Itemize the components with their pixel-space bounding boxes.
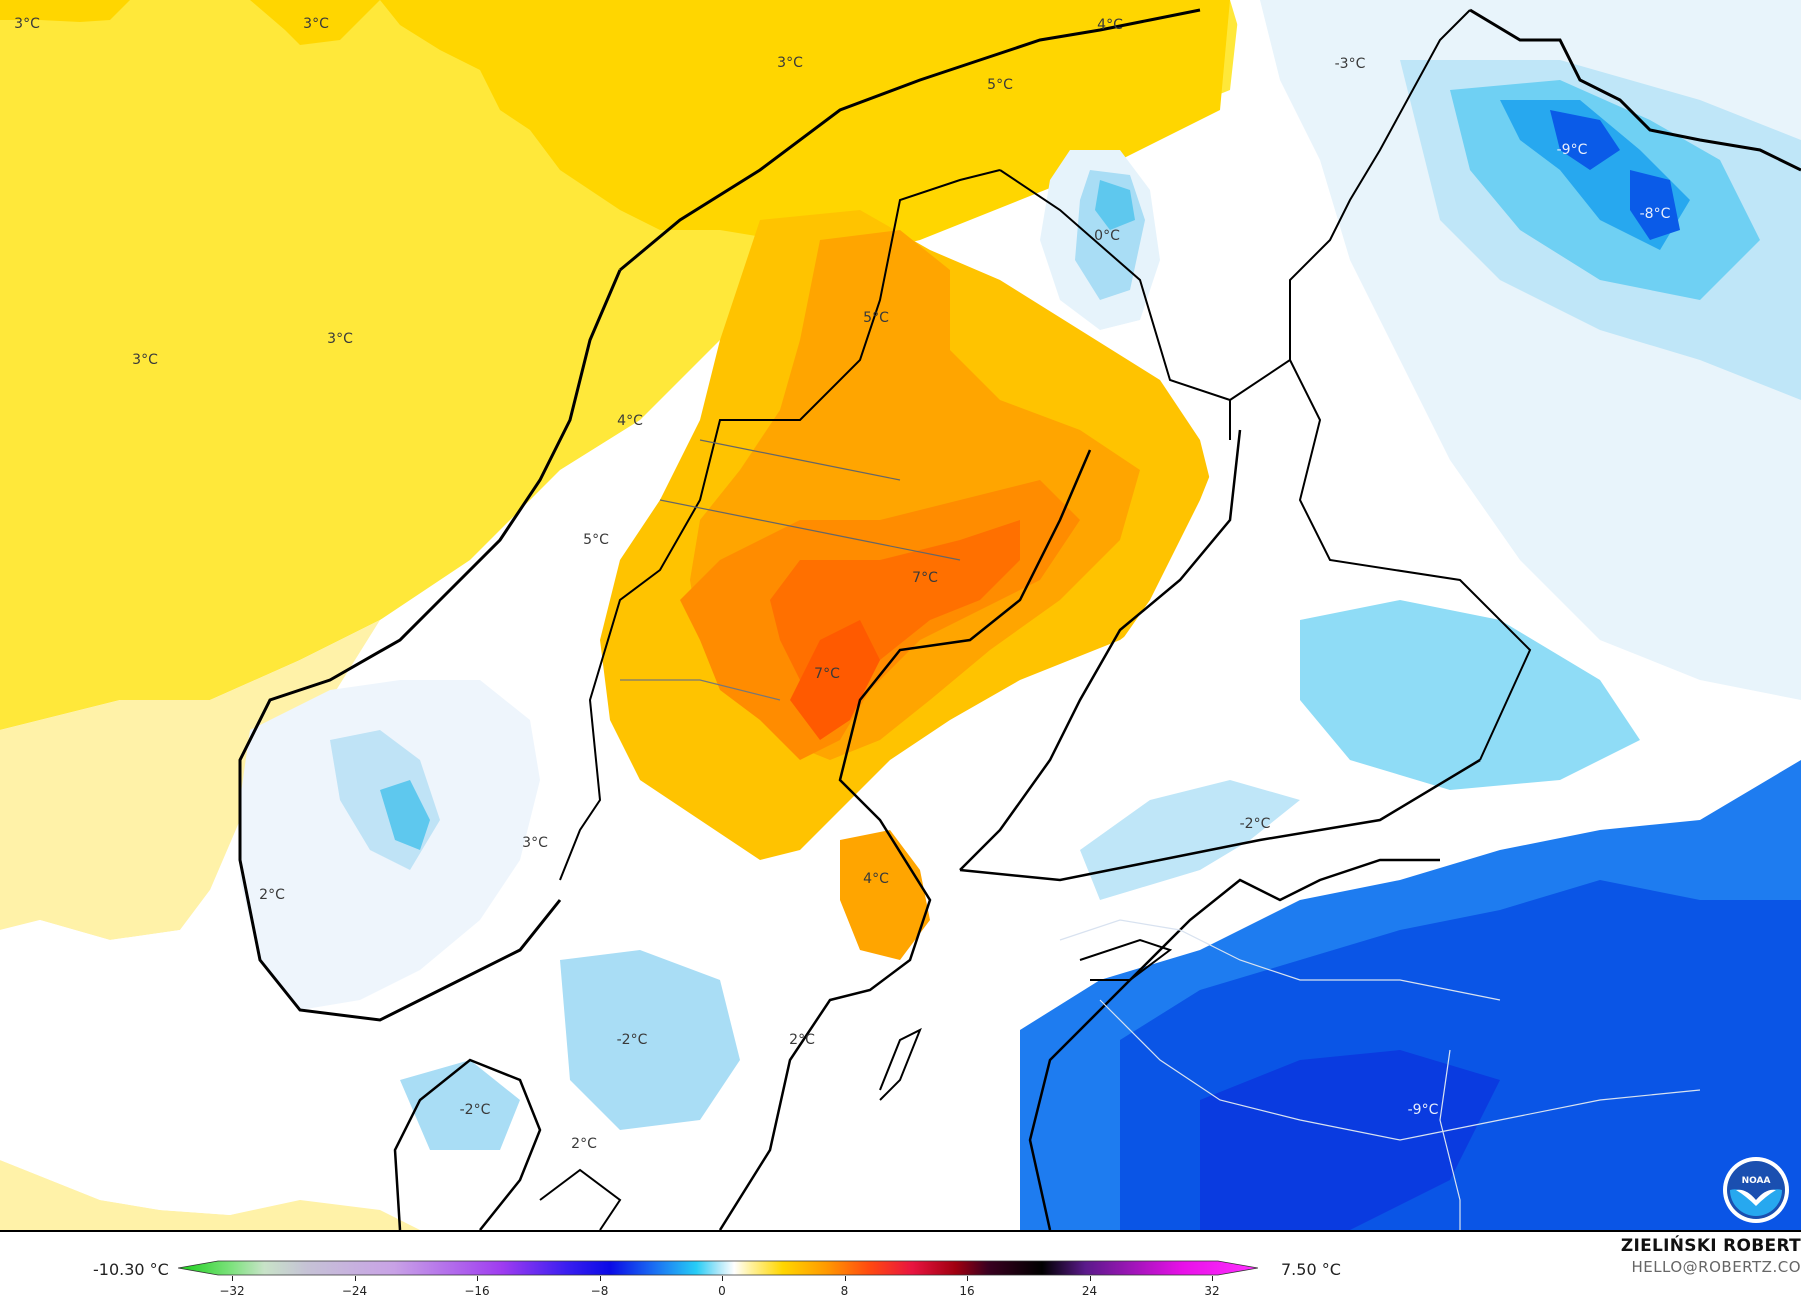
author-credit: ZIELIŃSKI ROBERT HELLO@ROBERTZ.CO [1621,1236,1801,1276]
tick-mark [354,1276,356,1281]
tick-mark [599,1276,601,1281]
tick-label: 8 [840,1284,849,1298]
temperature-label: 2°C [259,887,285,903]
temperature-label: 3°C [303,16,329,32]
temperature-label: 3°C [522,835,548,851]
tick-mark [232,1276,233,1281]
author-email: HELLO@ROBERTZ.CO [1631,1258,1801,1276]
noaa-logo-icon: NOAA [1723,1157,1789,1223]
temperature-label: -2°C [459,1102,491,1118]
tick-label: 24 [1081,1284,1098,1298]
temperature-label: -8°C [1639,206,1671,222]
tick-mark [967,1276,968,1281]
temperature-label: -2°C [616,1032,648,1048]
tick-label: −8 [590,1284,609,1298]
tick-label: 0 [718,1284,726,1298]
temperature-label: 4°C [1097,17,1123,33]
temperature-label: 3°C [14,16,40,32]
temperature-label: 2°C [789,1032,815,1048]
tick-mark [1212,1276,1213,1281]
temperature-label: -9°C [1407,1102,1439,1118]
temperature-label: 5°C [583,532,609,548]
tick-label: −32 [219,1284,245,1298]
temperature-map: 3°C 3°C 3°C 4°C 5°C -3°C -9°C -8°C 0°C 5°C 3°C 3°C 4… [0,0,1801,1232]
tick-label: −16 [464,1284,490,1298]
map-canvas [0,0,1801,1230]
svg-text:NOAA: NOAA [1742,1176,1771,1186]
tick-mark [844,1276,846,1281]
tick-mark [1089,1276,1091,1281]
temperature-label: 7°C [912,570,938,586]
legend-min-value: -10.30 °C [93,1260,169,1279]
temperature-label: -9°C [1556,142,1588,158]
tick-mark [477,1276,478,1281]
legend-max-value: 7.50 °C [1281,1260,1341,1279]
author-name: ZIELIŃSKI ROBERT [1620,1236,1801,1256]
tick-label: 32 [1204,1284,1220,1298]
temperature-label: 3°C [327,331,353,347]
temperature-label: 5°C [987,77,1013,93]
temperature-label: 3°C [777,55,803,71]
temperature-label: 3°C [132,352,158,368]
tick-label: −24 [341,1284,368,1298]
temperature-label: 2°C [571,1136,597,1152]
temperature-label: 4°C [617,413,643,429]
temperature-label: 7°C [814,666,840,682]
tick-mark [722,1276,723,1281]
colorbar-legend: -10.30 °C [0,1232,1801,1298]
temperature-label: 0°C [1094,228,1120,244]
temperature-label: 5°C [863,310,889,326]
temperature-label: -2°C [1239,816,1271,832]
colorbar [178,1260,1258,1276]
tick-label: 16 [959,1284,975,1298]
temperature-label: -3°C [1334,56,1366,72]
temperature-label: 4°C [863,871,889,887]
